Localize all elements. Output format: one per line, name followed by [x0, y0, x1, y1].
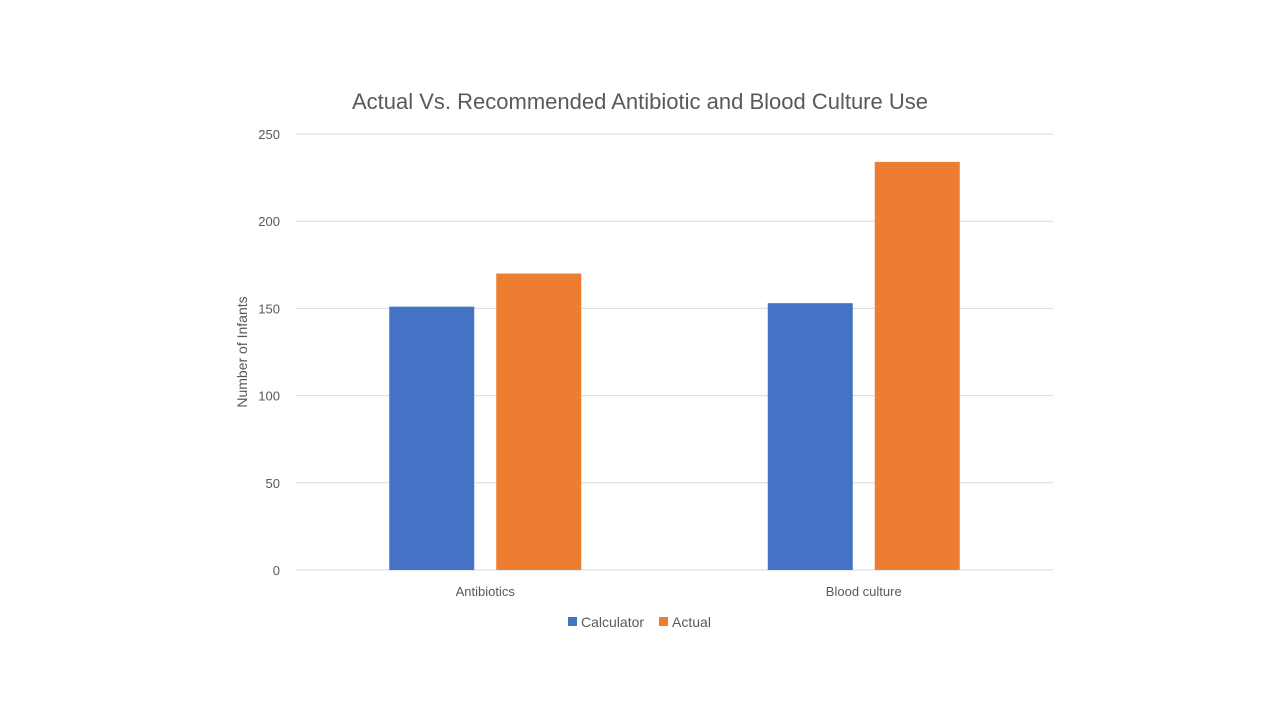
legend-swatch [568, 617, 577, 626]
y-tick-label: 100 [258, 389, 280, 404]
x-tick-label: Blood culture [826, 584, 902, 599]
y-tick-label: 50 [266, 476, 280, 491]
bar-actual [496, 273, 582, 570]
legend-label: Actual [672, 614, 711, 630]
legend-item: Calculator [568, 614, 644, 630]
y-axis-ticks: 0 50 100 150 200 250 [258, 127, 280, 578]
y-tick-label: 200 [258, 214, 280, 229]
chart-title: Actual Vs. Recommended Antibiotic and Bl… [352, 89, 928, 114]
x-tick-label: Antibiotics [456, 584, 516, 599]
bar-calculator [389, 306, 475, 570]
y-tick-label: 0 [273, 563, 280, 578]
y-tick-label: 150 [258, 301, 280, 316]
y-axis-label: Number of Infants [234, 296, 250, 407]
x-axis-ticks: Antibiotics Blood culture [456, 584, 902, 599]
legend: Calculator Actual [568, 614, 711, 630]
bars [389, 161, 960, 571]
y-tick-label: 250 [258, 127, 280, 142]
legend-label: Calculator [581, 614, 644, 630]
bar-actual [874, 161, 960, 571]
bar-calculator [767, 303, 853, 570]
legend-item: Actual [659, 614, 711, 630]
legend-swatch [659, 617, 669, 626]
